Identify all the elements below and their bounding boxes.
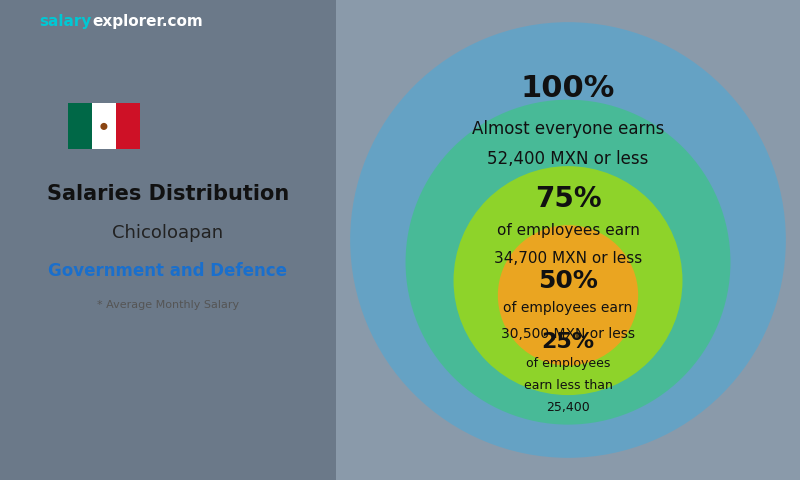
Text: 25%: 25% [542,332,594,351]
Circle shape [498,225,638,366]
Text: 50%: 50% [538,269,598,293]
Text: earn less than: earn less than [523,379,613,392]
Text: 25,400: 25,400 [546,401,590,415]
Text: of employees earn: of employees earn [497,223,639,238]
Text: Almost everyone earns: Almost everyone earns [472,120,664,138]
Text: ⬤: ⬤ [100,122,108,130]
Text: explorer.com: explorer.com [92,14,202,29]
Text: salary: salary [40,14,92,29]
Bar [116,103,140,149]
Bar [92,103,116,149]
Text: Government and Defence: Government and Defence [49,262,287,280]
Bar [68,103,92,149]
Circle shape [406,100,730,425]
Circle shape [350,22,786,458]
Text: 75%: 75% [534,185,602,214]
Text: 30,500 MXN or less: 30,500 MXN or less [501,327,635,341]
Text: Salaries Distribution: Salaries Distribution [47,184,289,204]
Text: of employees earn: of employees earn [503,301,633,315]
Circle shape [454,166,682,395]
Text: 52,400 MXN or less: 52,400 MXN or less [487,150,649,168]
Text: 100%: 100% [521,74,615,103]
Text: of employees: of employees [526,357,610,370]
Text: 34,700 MXN or less: 34,700 MXN or less [494,251,642,266]
Text: * Average Monthly Salary: * Average Monthly Salary [97,300,239,310]
Text: Chicoloapan: Chicoloapan [113,224,223,242]
